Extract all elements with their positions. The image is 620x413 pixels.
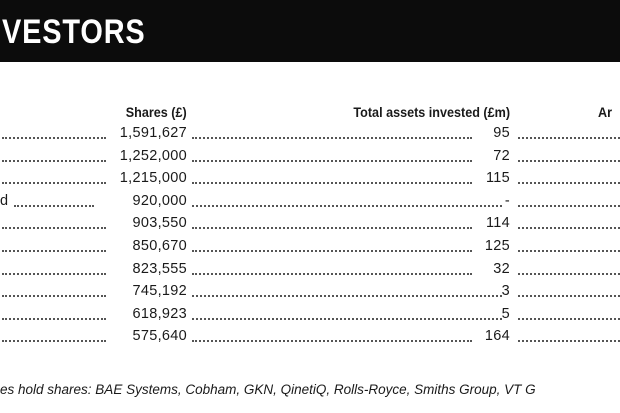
shares: 575,640 — [132, 328, 187, 345]
leader — [2, 137, 106, 139]
assets: 125 — [484, 238, 510, 254]
column-header: Total assets invested (£m) — [353, 104, 510, 120]
shares: 1,591,627 — [119, 125, 187, 141]
shares: 1,215,000 — [119, 170, 187, 187]
assets: 164 — [484, 328, 510, 345]
column-header: Shares (£) — [126, 104, 187, 120]
leader — [518, 295, 620, 298]
leader — [2, 340, 106, 343]
shares: 823,555 — [132, 260, 187, 277]
leader — [192, 250, 472, 252]
shares: 920,000 — [132, 192, 187, 209]
leader — [2, 295, 106, 298]
leader — [2, 227, 106, 230]
shares: 618,923 — [132, 305, 187, 322]
leader — [518, 159, 620, 162]
assets: 72 — [493, 147, 510, 164]
assets: 114 — [485, 215, 510, 232]
leader — [518, 317, 620, 320]
leader — [2, 182, 106, 185]
leader — [518, 340, 620, 343]
leader — [2, 272, 106, 275]
assets: 32 — [493, 260, 510, 277]
leader — [192, 182, 472, 185]
leader — [518, 182, 620, 185]
title: VESTORS — [2, 13, 146, 51]
leader — [192, 272, 472, 275]
leader — [192, 340, 472, 343]
leader — [192, 227, 472, 230]
assets: 95 — [493, 125, 510, 141]
leader — [2, 250, 106, 252]
footnote: es hold shares: BAE Systems, Cobham, GKN… — [0, 382, 536, 397]
shares: 850,670 — [132, 238, 187, 254]
assets: - — [504, 192, 510, 209]
assets: 3 — [501, 283, 510, 300]
title-bar: VESTORS — [0, 0, 620, 62]
leader — [518, 250, 620, 252]
assets: 5 — [501, 305, 510, 322]
row-label: d — [0, 192, 9, 209]
leader — [192, 317, 502, 320]
leader — [14, 204, 94, 207]
shares: 745,192 — [132, 283, 187, 300]
leader — [192, 204, 502, 207]
leader — [518, 204, 620, 207]
shares: 1,252,000 — [119, 147, 187, 164]
leader — [192, 159, 472, 162]
leader — [2, 159, 106, 162]
leader — [192, 295, 502, 298]
column-header: Ar — [598, 104, 613, 120]
leader — [518, 227, 620, 230]
leader — [2, 317, 106, 320]
leader — [518, 137, 620, 139]
leader — [192, 137, 472, 139]
leader — [518, 272, 620, 275]
assets: 115 — [485, 170, 510, 187]
shares: 903,550 — [132, 215, 187, 232]
